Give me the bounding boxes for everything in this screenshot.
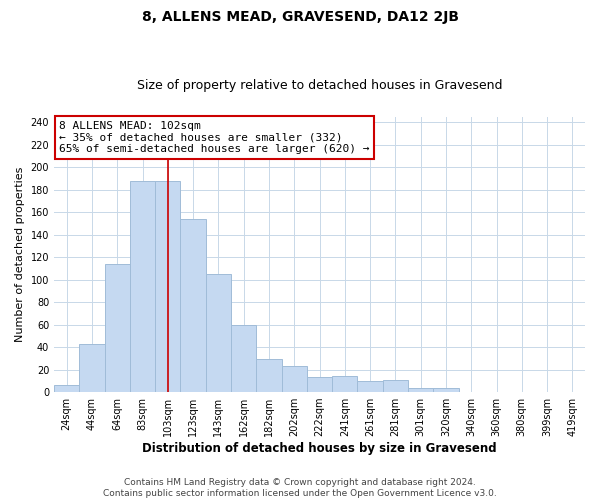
Title: Size of property relative to detached houses in Gravesend: Size of property relative to detached ho… [137, 79, 502, 92]
Bar [54, 386, 79, 392]
Bar [281, 366, 307, 392]
Bar [104, 264, 130, 392]
Bar [383, 380, 408, 392]
Bar [130, 181, 155, 392]
Bar [206, 274, 231, 392]
Bar [332, 376, 358, 392]
Bar [79, 344, 104, 392]
Bar [155, 181, 181, 392]
Text: 8 ALLENS MEAD: 102sqm
← 35% of detached houses are smaller (332)
65% of semi-det: 8 ALLENS MEAD: 102sqm ← 35% of detached … [59, 121, 370, 154]
Bar [358, 381, 383, 392]
Bar [256, 360, 281, 392]
Bar [433, 388, 458, 392]
Bar [307, 378, 332, 392]
Y-axis label: Number of detached properties: Number of detached properties [15, 166, 25, 342]
Bar [408, 388, 433, 392]
Text: 8, ALLENS MEAD, GRAVESEND, DA12 2JB: 8, ALLENS MEAD, GRAVESEND, DA12 2JB [142, 10, 458, 24]
Text: Contains HM Land Registry data © Crown copyright and database right 2024.
Contai: Contains HM Land Registry data © Crown c… [103, 478, 497, 498]
Bar [181, 219, 206, 392]
X-axis label: Distribution of detached houses by size in Gravesend: Distribution of detached houses by size … [142, 442, 497, 455]
Bar [231, 324, 256, 392]
